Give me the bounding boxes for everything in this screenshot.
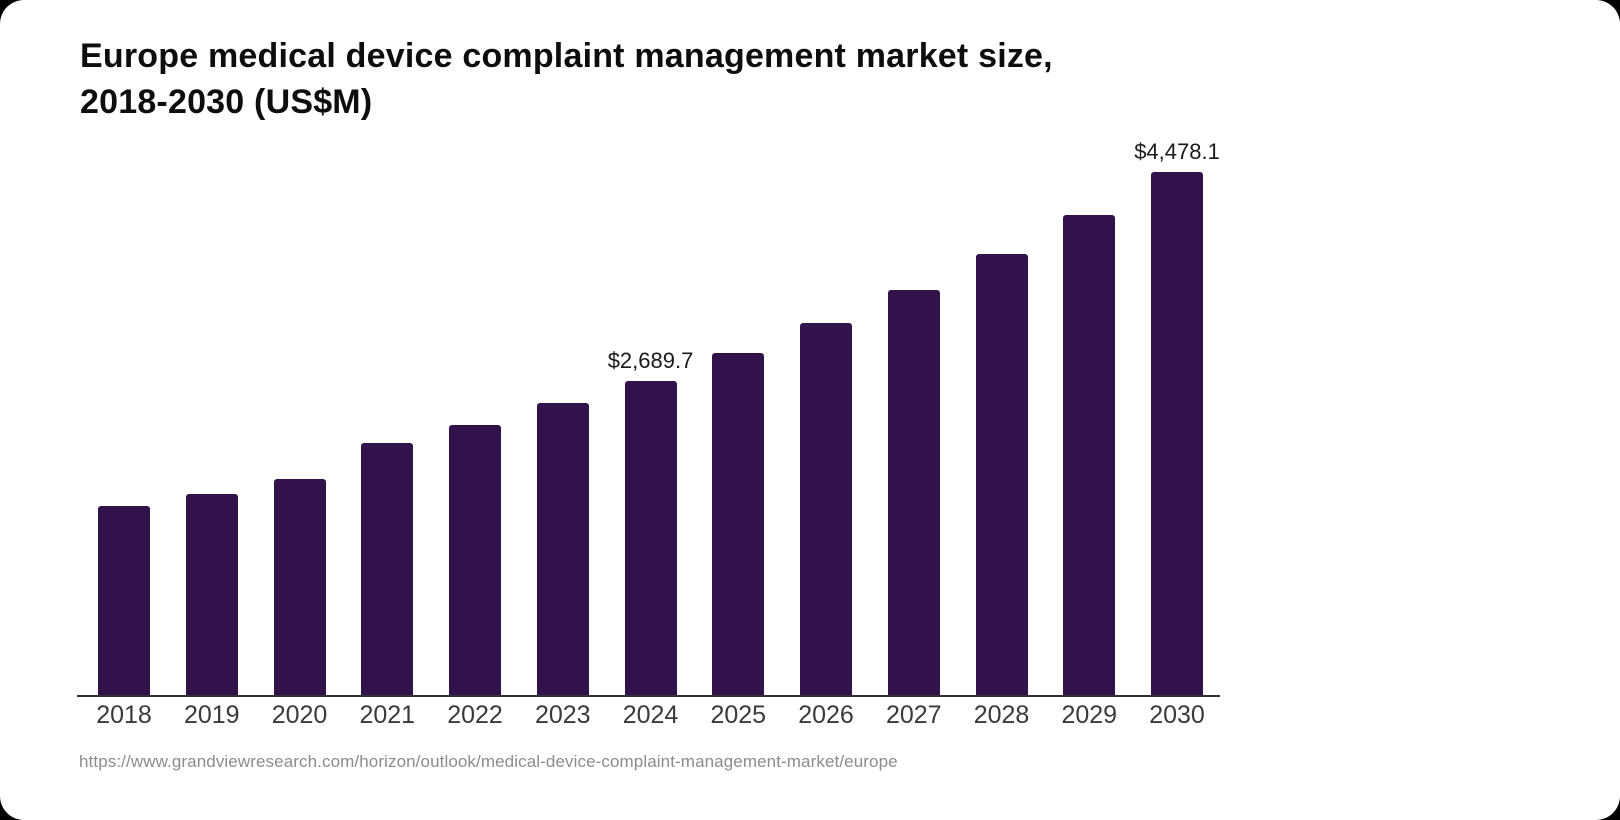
bar-column-2027: [887, 289, 940, 695]
bar-column-2025: [712, 353, 765, 695]
x-tick-2019: 2019: [183, 701, 240, 729]
bar-2025: [712, 353, 765, 695]
x-tick-2020: 2020: [271, 701, 328, 729]
bar-column-2020: [273, 478, 326, 695]
bar-value-label-2024: $2,689.7: [607, 347, 694, 373]
bar-column-2026: [800, 322, 852, 695]
x-tick-2028: 2028: [973, 701, 1030, 729]
bar-chart-plot-area: $2,689.7 $4,478.1: [98, 141, 1220, 695]
bar-2020: [273, 478, 326, 695]
bar-2024: [624, 380, 677, 695]
chart-title: Europe medical device complaint manageme…: [80, 34, 1053, 126]
bar-column-2023: [536, 403, 589, 695]
bar-2021: [361, 443, 414, 695]
bar-column-2019: [185, 494, 238, 695]
bar-2030: [1151, 172, 1203, 695]
x-tick-2027: 2027: [885, 701, 942, 729]
bar-2023: [536, 403, 589, 695]
x-tick-2025: 2025: [710, 701, 767, 729]
bar-column-2030: $4,478.1: [1134, 141, 1220, 695]
x-tick-2024: 2024: [622, 701, 679, 729]
x-tick-2023: 2023: [534, 701, 591, 729]
source-url-text: https://www.grandviewresearch.com/horizo…: [79, 752, 898, 771]
chart-title-line1: Europe medical device complaint manageme…: [80, 37, 1053, 75]
bar-column-2024: $2,689.7: [608, 349, 693, 695]
x-axis-line: [77, 695, 1220, 697]
bar-2028: [975, 253, 1028, 695]
bar-value-label-2030: $4,478.1: [1134, 139, 1220, 164]
bar-column-2018: [98, 506, 150, 695]
bar-2022: [449, 425, 501, 695]
x-tick-2029: 2029: [1061, 701, 1118, 729]
chart-title-line2: 2018-2030 (US$M): [80, 82, 373, 121]
bar-2018: [98, 506, 150, 695]
x-tick-2021: 2021: [359, 701, 416, 729]
x-tick-2018: 2018: [96, 701, 152, 729]
x-tick-2030: 2030: [1149, 701, 1205, 729]
bar-column-2028: [975, 253, 1028, 695]
bar-column-2022: [449, 425, 501, 695]
bar-2026: [800, 322, 852, 695]
bar-column-2021: [361, 443, 414, 695]
x-tick-2026: 2026: [798, 701, 854, 729]
x-axis-tick-labels: 2018 2019 2020 2021 2022 2023 2024 2025 2026 2027…: [96, 701, 1205, 729]
bar-2029: [1063, 214, 1116, 695]
bar-column-2029: [1063, 214, 1116, 695]
bar-2027: [887, 289, 940, 695]
bar-2019: [185, 494, 238, 695]
x-tick-2022: 2022: [447, 701, 503, 729]
